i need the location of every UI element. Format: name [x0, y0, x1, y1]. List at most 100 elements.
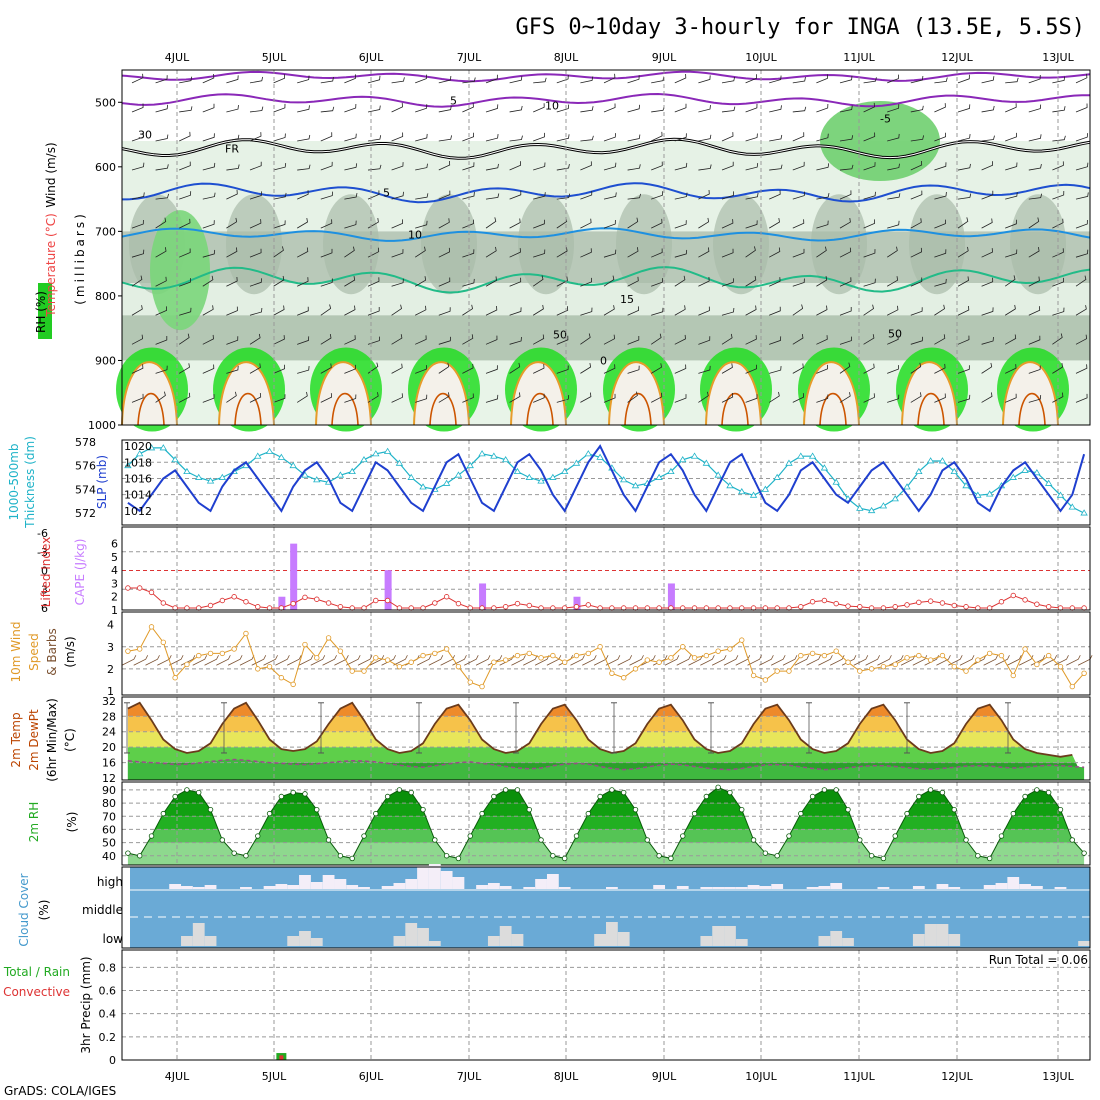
wind-tick-2: 3: [107, 641, 114, 654]
lifted-index-point-71: [963, 604, 969, 610]
thickness-point-49: [702, 459, 711, 466]
cloud-high-18: [334, 879, 347, 889]
chart-title: GFS 0~10day 3-hourly for INGA (13.5E, 5.…: [515, 15, 1085, 40]
rh-point-17: [325, 837, 332, 843]
wind-barb-0-29: [816, 74, 828, 84]
wind-barb-2-34: [934, 132, 946, 142]
wind-barb-4-20: [603, 192, 617, 200]
rh-point-36: [550, 853, 556, 859]
cloud-high-36: [546, 874, 559, 889]
wind-barb-5-3: [202, 220, 215, 229]
wind-barb-9-21: [627, 336, 640, 345]
rh-patch-4: [518, 194, 574, 295]
wind-barb-9-16: [509, 336, 522, 345]
cloud-layer-high: high: [97, 875, 123, 889]
wind-barb-11-24: [698, 391, 709, 403]
cape-bar-4: [573, 596, 581, 610]
wind-barb-4-0: [131, 192, 145, 200]
thickness-point-53: [749, 491, 758, 498]
wind-barb-5-37: [1005, 219, 1017, 229]
isotherm-neg5: [121, 92, 1090, 108]
wind-barb-9-39: [1052, 333, 1063, 345]
precip-tick-3: 0.6: [99, 985, 117, 998]
wind-barb-sfc-15: [298, 655, 314, 666]
cape-tick-0: 1: [111, 604, 118, 617]
rh-point-66: [904, 810, 910, 817]
thickness-point-35: [537, 477, 545, 484]
wind-barb-sfc-0: [121, 655, 137, 666]
cloud-high-67: [912, 886, 925, 889]
wind-barb-5-1: [155, 217, 167, 229]
rh-point-57: [798, 810, 804, 817]
lifted-index-point-16: [314, 596, 320, 602]
wind-barb-6-27: [769, 247, 781, 258]
wind-speed-point-19: [349, 668, 355, 674]
wind-barb-3-39: [1052, 161, 1064, 171]
rh-tick-2: 60: [102, 823, 116, 836]
wind-barb-0-16: [509, 76, 523, 84]
wind-barb-1-34: [934, 103, 946, 113]
cloud-high-55: [771, 884, 784, 889]
rh-point-26: [432, 837, 438, 843]
wind-barb-8-38: [1028, 306, 1041, 316]
thickness-tick-1: 574: [75, 483, 96, 496]
bottom-date-axis: 4JUL 5JUL 6JUL 7JUL 8JUL 9JUL 10JUL 11JUL 12JUL 1…: [165, 1070, 1075, 1083]
wind-barb-11-6: [273, 394, 286, 403]
lifted-index-point-58: [809, 599, 816, 605]
wind-barb-sfc-57: [794, 655, 810, 666]
wind-speed-point-28: [455, 663, 462, 670]
bottom-date-7JUL: 7JUL: [457, 1070, 482, 1083]
precip-tick-4: 0.8: [99, 961, 117, 974]
wind-barb-6-31: [863, 249, 876, 258]
wind-barb-0-39: [1052, 76, 1066, 84]
wind-barb-0-12: [415, 74, 427, 84]
rh-point-35: [538, 837, 544, 843]
wind-barb-8-32: [887, 305, 899, 316]
wind-barb-9-8: [320, 334, 332, 345]
wind-speed-point-11: [255, 666, 261, 672]
wind-barb-9-25: [721, 333, 733, 345]
cloud-high-6: [192, 887, 205, 889]
rh-point-45: [656, 853, 662, 859]
contour-label-10: 50: [888, 327, 902, 340]
rh-point-10: [243, 853, 249, 859]
rh-point-41: [609, 787, 615, 793]
wind-barb-6-25: [721, 248, 734, 258]
cloud-layer-low: low: [103, 932, 124, 946]
cloud-high-64: [877, 887, 890, 889]
lifted-index-point-26: [432, 600, 438, 606]
temp-ylabel-4: (°C): [63, 728, 77, 752]
wind-barb-2-35: [957, 134, 971, 142]
wind-speed-point-70: [951, 663, 957, 670]
temp-tick-4: 28: [102, 710, 116, 723]
cloud-high-51: [724, 887, 736, 889]
cape-tick-5: 6: [111, 538, 118, 551]
cloud-high-77: [1030, 886, 1043, 889]
wind-barb-sfc-60: [830, 655, 845, 666]
wind-barb-sfc-75: [1007, 655, 1022, 666]
thickness-point-19: [348, 467, 356, 475]
bottom-date-13JUL: 13JUL: [1042, 1070, 1074, 1083]
wind-barb-8-1: [155, 306, 168, 316]
lifted-index-point-62: [857, 604, 863, 610]
thickness-point-14: [289, 461, 297, 469]
temp-band-3: [127, 716, 1085, 732]
rh-point-48: [691, 810, 698, 817]
wind-barb-11-29: [816, 394, 829, 403]
wind-barb-1-21: [627, 104, 640, 113]
rh-point-78: [1045, 789, 1052, 796]
wind-barb-4-25: [721, 191, 734, 200]
wind-barb-4-9: [344, 193, 358, 200]
rh-point-38: [573, 833, 580, 839]
wind-barb-sfc-79: [1054, 655, 1069, 666]
wind-barb-1-40: [1075, 103, 1088, 113]
wind-barb-0-1: [155, 75, 168, 84]
rh-point-33: [514, 787, 521, 793]
cape-bar-5: [667, 583, 675, 610]
wind-barb-11-11: [391, 393, 403, 403]
wind-barb-6-36: [981, 248, 993, 258]
wind-barb-0-19: [580, 76, 594, 84]
rh-point-1: [137, 853, 143, 859]
wind-barb-8-34: [934, 304, 945, 316]
